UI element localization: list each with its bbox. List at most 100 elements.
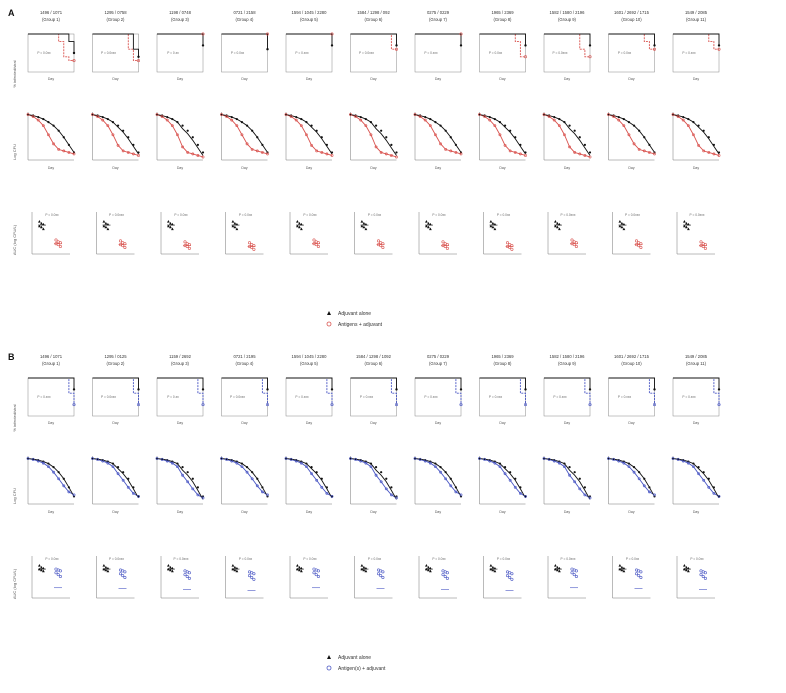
row3-adjuvant-point	[622, 227, 626, 231]
row3-adjuvant-point	[427, 565, 430, 569]
row2-antigen-point	[284, 113, 288, 116]
row2-adjuvant-point	[186, 471, 189, 474]
group-name-label: (Group 9)	[558, 17, 577, 22]
row2-antigen-point	[557, 124, 561, 128]
row3-adjuvant-point	[38, 220, 41, 223]
row3-antigen-point	[703, 246, 707, 250]
row2-adjuvant-point	[449, 477, 452, 480]
group-ids-label: 1159 / 2692	[169, 354, 191, 359]
row2-antigen-line	[672, 458, 720, 497]
row3-adjuvant-point	[167, 564, 170, 567]
row3-antigen-point	[248, 574, 252, 578]
row2-antigen-point	[627, 133, 631, 137]
row3-antigen-point	[572, 573, 576, 577]
row2-adjuvant-point	[638, 129, 641, 132]
row2-xlabel: Day	[112, 166, 118, 170]
row1-adjuvant-endpoint	[717, 388, 721, 391]
row2-adjuvant-point	[37, 115, 40, 119]
row3-adjuvant-point	[171, 569, 174, 573]
row2-xlabel: Day	[241, 510, 247, 514]
row2-antigen-point	[106, 124, 110, 128]
row2-adjuvant-line	[672, 114, 720, 155]
row2-adjuvant-point	[424, 115, 427, 119]
group-name-label: (Group 7)	[429, 17, 448, 22]
row2-antigen-point	[359, 459, 363, 463]
row2-xlabel: Day	[48, 166, 54, 170]
row1-pvalue: P = 0.xxx	[424, 51, 438, 55]
row2-antigen-point	[508, 478, 512, 482]
group-ids-label: 0275 / 0229	[427, 10, 450, 15]
row2-antigen-point	[310, 472, 313, 476]
row2-adjuvant-point	[519, 143, 522, 146]
row2-antigen-point	[568, 473, 571, 477]
row1-adjuvant-line	[608, 33, 655, 46]
row2-antigen-point	[418, 115, 422, 118]
row3-antigen-point	[58, 245, 62, 249]
row2-adjuvant-point	[498, 121, 502, 124]
group-ids-label: 1594 / 1045 / 2280	[292, 354, 328, 359]
row2-antigen-line	[350, 114, 397, 158]
row2-xlabel: Day	[306, 166, 312, 170]
row1-xlabel: Day	[693, 421, 699, 425]
row2-antigen-point	[384, 487, 388, 491]
row3-adjuvant-point	[104, 568, 108, 572]
row2-antigen-point	[106, 461, 110, 465]
row2-antigen-point	[126, 485, 130, 489]
row3-adjuvant-point	[167, 220, 170, 223]
row2-adjuvant-point	[310, 466, 313, 469]
row2-antigen-point	[111, 133, 115, 137]
row2-antigen-point	[116, 143, 120, 147]
row2-antigen-line	[672, 114, 720, 156]
row2-adjuvant-point	[568, 124, 571, 127]
row2-adjuvant-point	[62, 136, 65, 139]
row3-pvalue: P = 0.0xx	[690, 557, 704, 561]
row2-adjuvant-point	[583, 143, 586, 146]
row2-adjuvant-point	[62, 477, 65, 480]
row2-adjuvant-line	[285, 458, 333, 499]
row2-adjuvant-line	[350, 458, 397, 500]
row2-antigen-point	[607, 457, 610, 460]
row2-adjuvant-point	[111, 462, 115, 465]
row2-adjuvant-point	[315, 129, 318, 132]
group-ids-label: 1549 / 2085	[685, 354, 708, 359]
row1-xlabel: Day	[628, 421, 634, 425]
row2-antigen-point	[444, 477, 448, 481]
row3-antigen-point	[703, 571, 707, 575]
row2-adjuvant-point	[380, 471, 383, 474]
row1-frame	[27, 33, 75, 73]
row2-antigen-point	[568, 145, 571, 149]
row1-antigen-endpoint	[72, 59, 76, 63]
row1-antigen-line	[157, 377, 204, 405]
row2-antigen-point	[101, 459, 105, 463]
row1-xlabel: Day	[435, 77, 441, 81]
row3-adjuvant-point	[425, 564, 428, 567]
row2-adjuvant-point	[374, 466, 378, 469]
row1-adjuvant-line	[415, 33, 462, 46]
row2-antigen-line	[285, 458, 333, 497]
row1-antigen-line	[286, 377, 333, 405]
row2-adjuvant-point	[454, 486, 457, 489]
row1-adjuvant-line	[544, 33, 591, 46]
row2-antigen-point	[557, 461, 561, 465]
row3-pvalue: P = 0.0xxx	[561, 213, 576, 217]
row2-adjuvant-point	[57, 471, 60, 474]
group-name-label: (Group 6)	[365, 17, 384, 22]
row2-antigen-point	[62, 149, 66, 153]
row2-antigen-point	[379, 151, 383, 154]
row2-antigen-point	[160, 115, 164, 118]
row2-antigen-point	[260, 490, 264, 494]
group-column: 1159 / 2692 (Group 3) P = 0.xx Day Day P = 0.…	[155, 354, 205, 599]
row2-adjuvant-point	[122, 471, 125, 474]
row2-antigen-point	[116, 472, 120, 476]
row2-antigen-point	[653, 493, 656, 497]
row3-adjuvant-point	[427, 568, 430, 572]
row3-antigen-point	[574, 575, 578, 579]
group-ids-label: 1496 / 1071	[40, 10, 63, 15]
row2-antigen-point	[676, 115, 680, 118]
row2-adjuvant-point	[643, 477, 646, 480]
row3-adjuvant-point	[683, 224, 686, 228]
row1-antigen-endpoint	[137, 403, 141, 407]
panel-letter: A	[8, 8, 15, 18]
row2-antigen-point	[524, 495, 527, 498]
row1-adjuvant-endpoint	[330, 388, 334, 391]
